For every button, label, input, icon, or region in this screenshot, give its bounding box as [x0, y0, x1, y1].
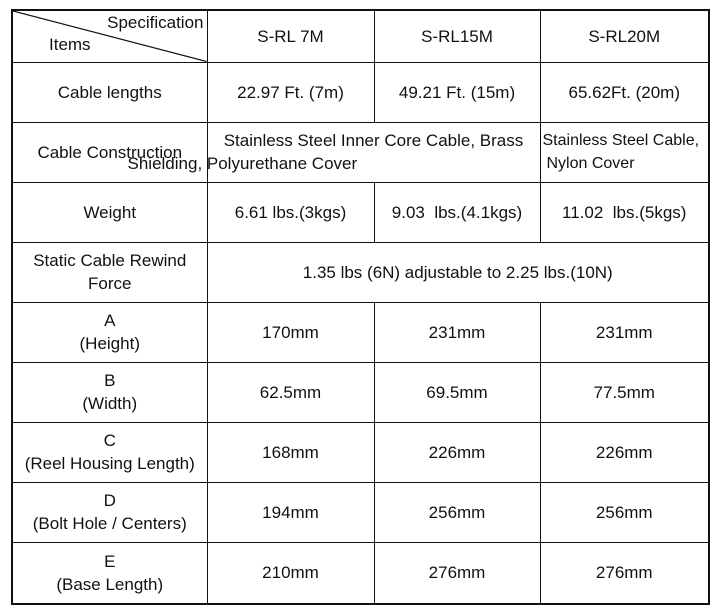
cell: 231mm — [373, 301, 541, 363]
cell: 276mm — [373, 541, 541, 605]
table-row: Cable Construction Stainless Steel Inner… — [11, 121, 710, 183]
label-desc: (Width) — [82, 394, 138, 413]
label-desc: (Height) — [79, 334, 140, 353]
row-label: Cable lengths — [11, 61, 208, 123]
cell-line: Stainless Steel Inner Core Cable, Brass — [223, 131, 524, 150]
cell: 62.5mm — [206, 361, 375, 423]
table-row: Weight 6.61 lbs.(3kgs) 9.03 lbs.(4.1kgs)… — [11, 181, 710, 243]
table-row: E (Base Length) 210mm 276mm 276mm — [11, 541, 710, 605]
cell: 276mm — [539, 541, 710, 605]
row-label: Cable Construction — [11, 121, 208, 183]
cell: 231mm — [539, 301, 710, 363]
cell: 6.61 lbs.(3kgs) — [206, 181, 375, 243]
label-letter: A — [104, 311, 116, 330]
cell: 168mm — [206, 421, 375, 483]
row-label: E (Base Length) — [11, 541, 208, 605]
cell: 49.21 Ft. (15m) — [373, 61, 541, 123]
model-header: S-RL20M — [539, 9, 710, 63]
cell: 69.5mm — [373, 361, 541, 423]
items-label: Items — [49, 34, 91, 54]
corner-cell: Specification Items — [11, 9, 208, 63]
label-letter: E — [104, 551, 116, 571]
cell: 9.03 lbs.(4.1kgs) — [373, 181, 541, 243]
cell: 210mm — [206, 541, 375, 605]
cell: 65.62Ft. (20m) — [539, 61, 710, 123]
table-row: D (Bolt Hole / Centers) 194mm 256mm 256mm — [11, 481, 710, 543]
model-header: S-RL15M — [373, 9, 541, 63]
cell: 194mm — [206, 481, 375, 543]
label-desc: (Base Length) — [56, 574, 164, 594]
row-label: D (Bolt Hole / Centers) — [11, 481, 208, 543]
cell: 77.5mm — [539, 361, 710, 423]
label-line: Force — [88, 274, 132, 293]
cell: 256mm — [539, 481, 710, 543]
header-row: Specification Items S-RL 7M S-RL15M S-RL… — [11, 9, 710, 63]
row-label: A (Height) — [11, 301, 208, 363]
label-letter: D — [103, 491, 116, 510]
row-label: Static Cable Rewind Force — [11, 241, 208, 303]
table-row: Cable lengths 22.97 Ft. (7m) 49.21 Ft. (… — [11, 61, 710, 123]
cell: 226mm — [539, 421, 710, 483]
cell: 1.35 lbs (6N) adjustable to 2.25 lbs.(10… — [206, 241, 710, 303]
row-label: Weight — [11, 181, 208, 243]
table-row: A (Height) 170mm 231mm 231mm — [11, 301, 710, 363]
table-row: Static Cable Rewind Force 1.35 lbs (6N) … — [11, 241, 710, 303]
cell: 11.02 lbs.(5kgs) — [539, 181, 710, 243]
model-header: S-RL 7M — [206, 9, 375, 63]
table-row: B (Width) 62.5mm 69.5mm 77.5mm — [11, 361, 710, 423]
label-desc: (Bolt Hole / Centers) — [32, 514, 187, 533]
cell: Stainless Steel Cable, Nylon Cover — [539, 121, 710, 183]
cell: Stainless Steel Inner Core Cable, Brass … — [128, 121, 541, 183]
cell-line: Nylon Cover — [546, 155, 635, 172]
label-line: Static Cable Rewind — [33, 251, 187, 270]
label-letter: B — [104, 371, 116, 390]
cell: 170mm — [206, 301, 375, 363]
cell: 226mm — [373, 421, 541, 483]
cell: 22.97 Ft. (7m) — [206, 61, 375, 123]
row-label: C (Reel Housing Length) — [11, 421, 208, 483]
diagonal-line — [13, 11, 207, 62]
cell-line: Stainless Steel Cable, — [542, 132, 700, 149]
cell: 256mm — [373, 481, 541, 543]
table-row: C (Reel Housing Length) 168mm 226mm 226mm — [11, 421, 710, 483]
cell-line: Shielding, Polyurethane Cover — [127, 154, 358, 173]
specification-label: Specification — [107, 13, 204, 32]
label-desc: (Reel Housing Length) — [24, 454, 195, 473]
row-label: B (Width) — [11, 361, 208, 423]
label-letter: C — [103, 431, 116, 450]
specification-table: Specification Items S-RL 7M S-RL15M S-RL… — [11, 9, 710, 605]
